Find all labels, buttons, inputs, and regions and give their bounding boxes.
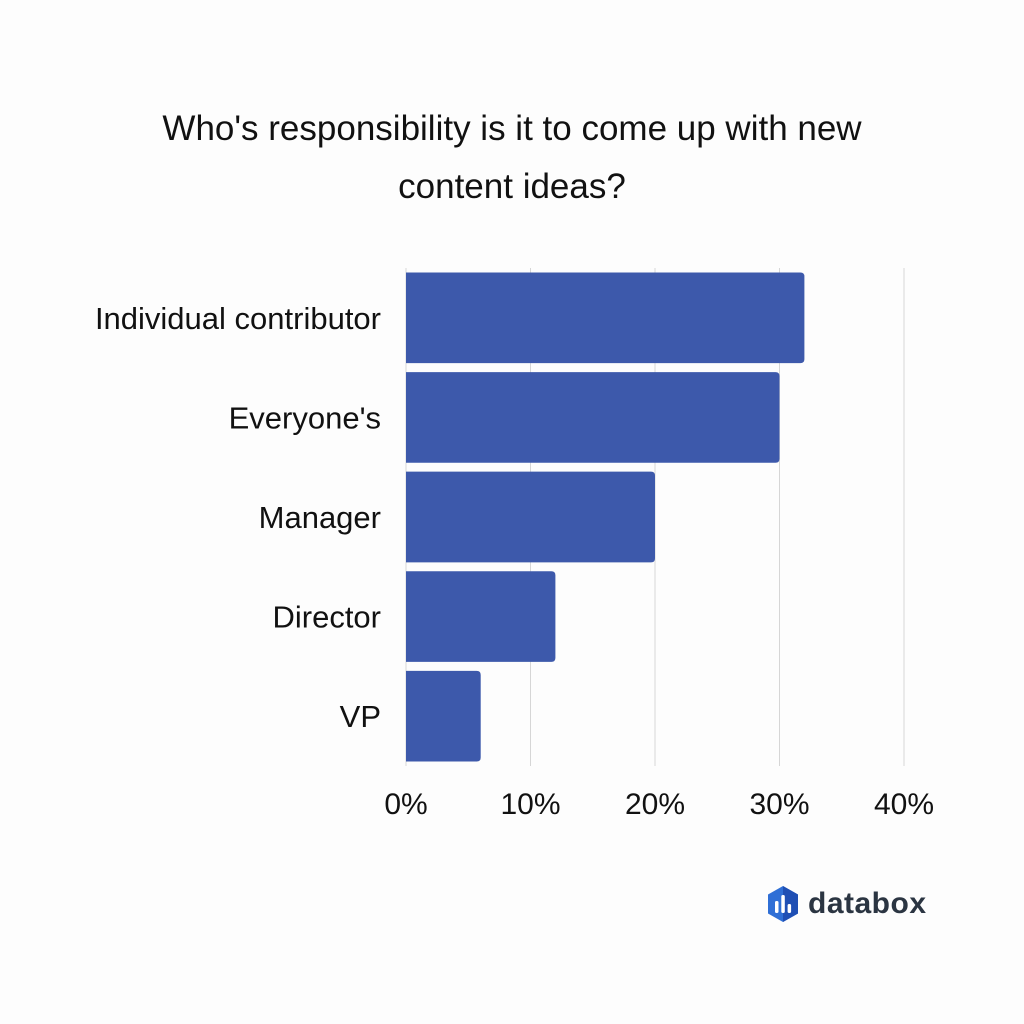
tick-label-4: 40%: [874, 788, 934, 821]
databox-logo-icon: [768, 886, 798, 922]
tick-label-1: 10%: [500, 788, 560, 821]
bar-0: [406, 272, 805, 364]
category-label-3: Director: [272, 600, 381, 635]
tick-label-2: 20%: [625, 788, 685, 821]
category-labels: Individual contributor Everyone's Manager D…: [95, 301, 381, 734]
brand-logo: databox: [766, 884, 927, 924]
chart-title: Who's responsibility is it to come up wi…: [162, 109, 862, 206]
bar-2: [406, 471, 655, 563]
category-label-2: Manager: [259, 500, 381, 535]
bar-1: [406, 372, 780, 463]
category-label-1: Everyone's: [229, 400, 381, 435]
tick-label-3: 30%: [749, 788, 809, 821]
bar-4: [406, 670, 481, 762]
bar-3: [406, 571, 556, 662]
category-label-4: VP: [340, 699, 381, 734]
brand-name: databox: [808, 887, 927, 920]
category-label-0: Individual contributor: [95, 301, 381, 336]
tick-labels: 0% 10% 20% 30% 40%: [384, 788, 934, 821]
bars: [406, 272, 805, 762]
tick-label-0: 0%: [384, 788, 427, 821]
